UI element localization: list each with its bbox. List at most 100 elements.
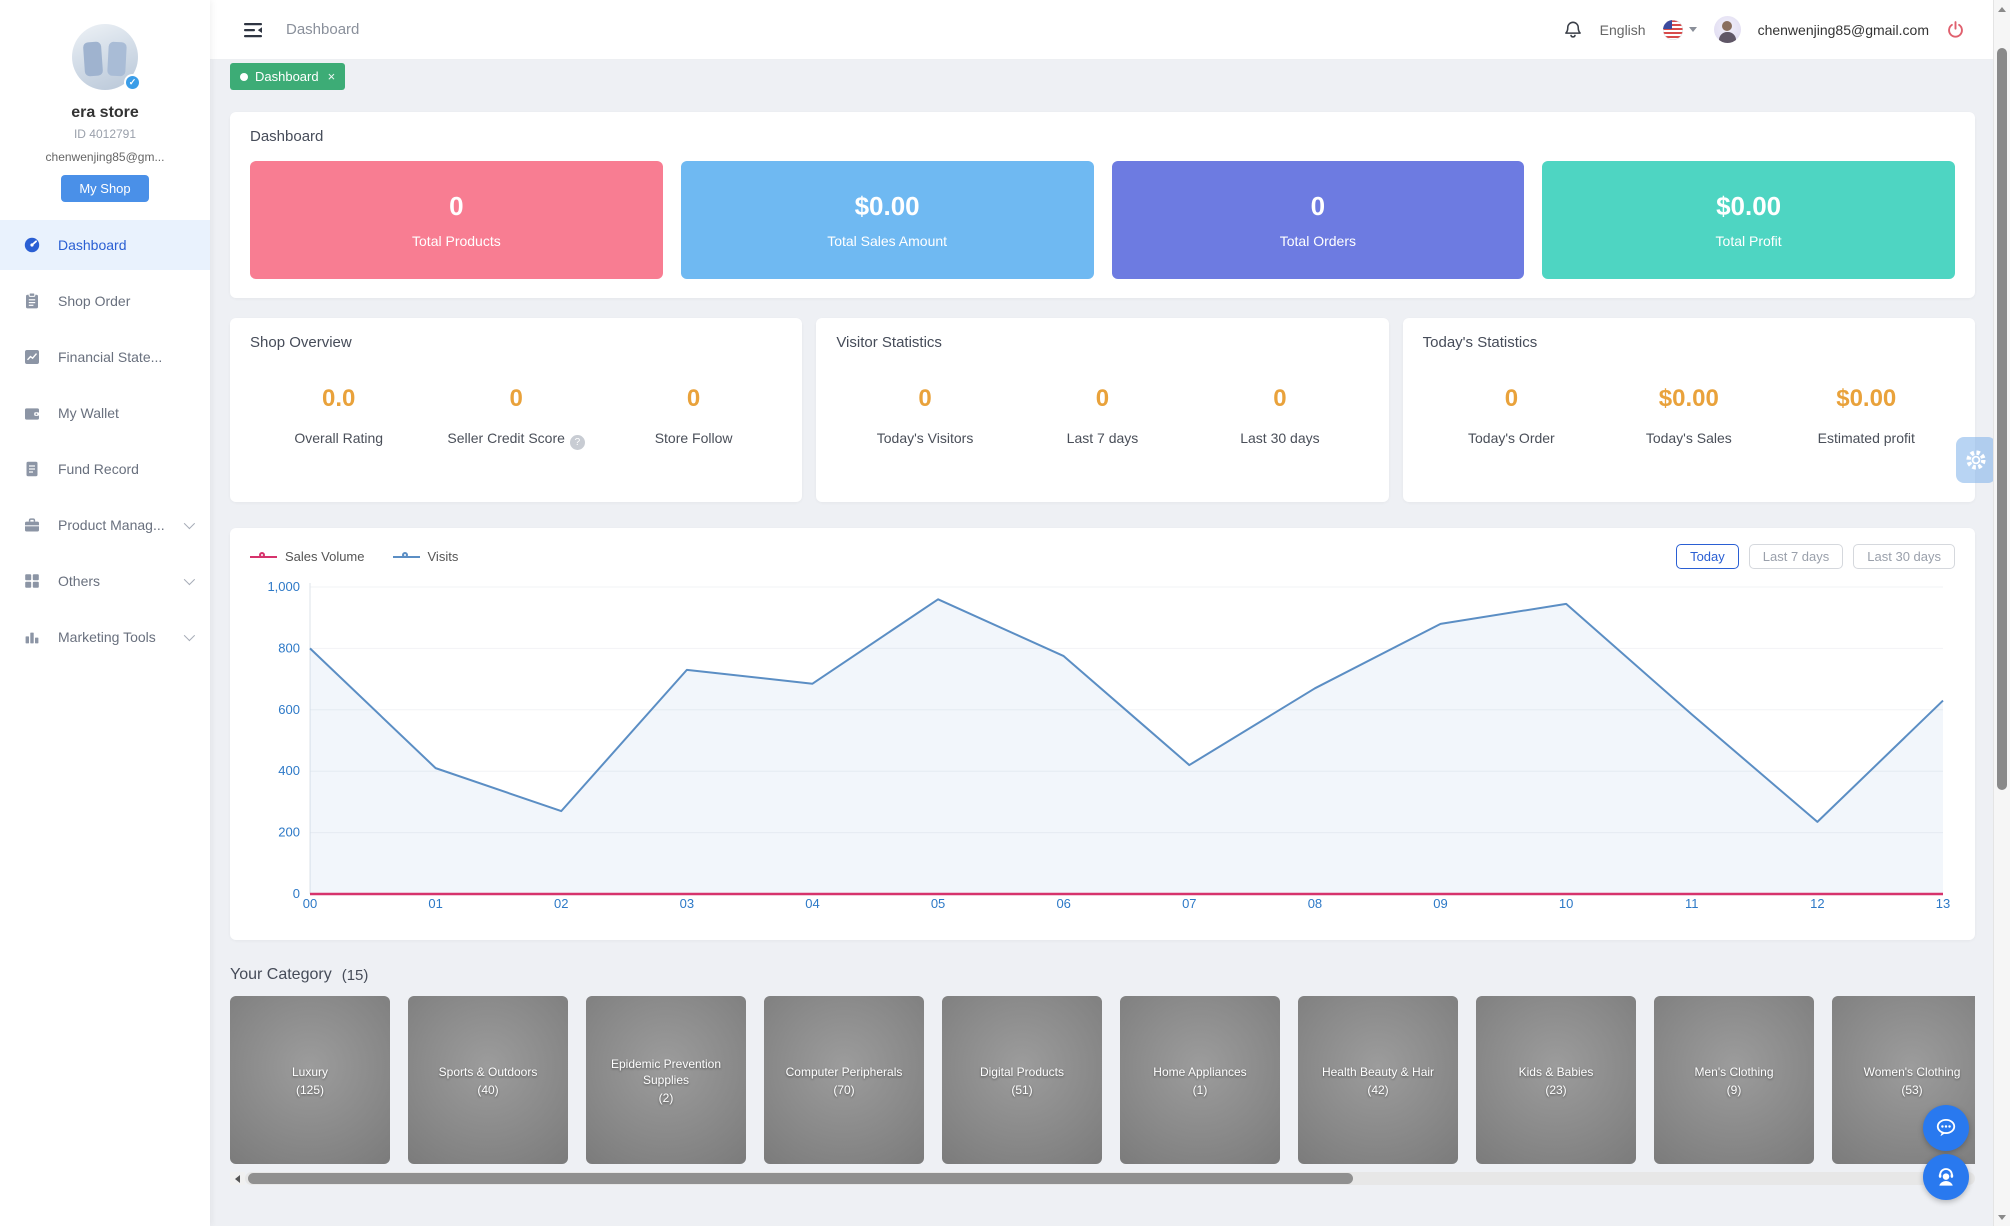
legend-item-sales-volume[interactable]: Sales Volume xyxy=(250,549,365,564)
customer-service-button[interactable] xyxy=(1923,1154,1969,1200)
sales-visits-line-chart: 0 200 400 600 800 1,000 00 01 02 03 04 05 06 07 08 09 10… xyxy=(267,579,1950,909)
language-label[interactable]: English xyxy=(1599,21,1646,38)
bars-icon xyxy=(23,628,41,646)
svg-text:07: 07 xyxy=(1182,896,1196,909)
metric-value: $0.00 xyxy=(1658,385,1719,412)
chevron-down-icon xyxy=(1688,27,1697,32)
category-name: Sports & Outdoors xyxy=(438,1064,538,1079)
metric-label: Today's Sales xyxy=(1600,430,1777,446)
sidebar-item-product-manag[interactable]: Product Manag... xyxy=(0,500,210,550)
sidebar-menu: Dashboard Shop Order Financial State... My … xyxy=(0,220,210,662)
vertical-scrollbar-thumb[interactable] xyxy=(1997,48,2007,790)
notification-bell-icon[interactable] xyxy=(1563,20,1583,40)
category-item-count: (40) xyxy=(477,1082,499,1097)
legend-item-visits[interactable]: Visits xyxy=(392,549,458,564)
verified-badge-icon: ✓ xyxy=(124,74,141,91)
sidebar-item-fund-record[interactable]: Fund Record xyxy=(0,444,210,494)
sidebar-item-dashboard[interactable]: Dashboard xyxy=(0,220,210,270)
category-card-kids-babies[interactable]: Kids & Babies (23) xyxy=(1476,996,1636,1164)
scroll-down-arrow-icon[interactable] xyxy=(1994,1210,2010,1224)
my-shop-button[interactable]: My Shop xyxy=(61,175,149,202)
stat-card-value: $0.00 xyxy=(1716,191,1782,221)
section-today-s-statistics: Today's Statistics 0 Today's Order $0.00 Tod… xyxy=(1402,318,1975,502)
store-email: chenwenjing85@gm... xyxy=(45,150,165,164)
briefcase-icon xyxy=(23,516,41,534)
svg-text:05: 05 xyxy=(931,896,945,909)
horizontal-scrollbar xyxy=(230,1172,1975,1185)
svg-text:11: 11 xyxy=(1685,896,1699,909)
metric-value: 0 xyxy=(1095,385,1110,412)
sidebar-item-marketing-tools[interactable]: Marketing Tools xyxy=(0,612,210,662)
horizontal-scrollbar-track[interactable] xyxy=(245,1172,1975,1185)
category-card-luxury[interactable]: Luxury (125) xyxy=(230,996,390,1164)
category-item-count: (51) xyxy=(1011,1082,1033,1097)
language-selector[interactable] xyxy=(1662,19,1697,40)
svg-text:06: 06 xyxy=(1056,896,1070,909)
category-card-health-beauty-hair[interactable]: Health Beauty & Hair (42) xyxy=(1298,996,1458,1164)
store-name: era store xyxy=(71,104,139,121)
wallet-icon xyxy=(23,404,41,422)
category-card-computer-peripherals[interactable]: Computer Peripherals (70) xyxy=(764,996,924,1164)
chart-area: 0 200 400 600 800 1,000 00 01 02 03 04 05 06 07 08 09 10… xyxy=(250,579,1955,909)
clipboard-icon xyxy=(23,292,41,310)
metric-label-text: Today's Visitors xyxy=(876,430,974,446)
svg-text:12: 12 xyxy=(1810,896,1824,909)
category-card-epidemic-prevention-supplies[interactable]: Epidemic Prevention Supplies (2) xyxy=(586,996,746,1164)
category-name: Men's Clothing xyxy=(1694,1064,1774,1079)
sidebar-item-my-wallet[interactable]: My Wallet xyxy=(0,388,210,438)
stat-card-total-profit: $0.00 Total Profit xyxy=(1542,161,1955,279)
gauge-icon xyxy=(23,236,41,254)
tab-dashboard[interactable]: Dashboard × xyxy=(230,63,346,90)
metric-label-text: Seller Credit Score xyxy=(447,430,565,446)
chart-icon xyxy=(23,348,41,366)
chart-range-buttons: Today Last 7 days Last 30 days xyxy=(1676,544,1955,569)
metric-cards-row: Shop Overview 0.0 Overall Rating 0 Seller Cr… xyxy=(230,318,1975,502)
horizontal-scrollbar-thumb[interactable] xyxy=(248,1173,1353,1184)
sidebar-item-shop-order[interactable]: Shop Order xyxy=(0,276,210,326)
category-card-men-s-clothing[interactable]: Men's Clothing (9) xyxy=(1654,996,1814,1164)
help-icon[interactable]: ? xyxy=(569,435,585,450)
sidebar-item-label: Others xyxy=(58,573,101,589)
tab-strip: Dashboard × xyxy=(210,60,1993,96)
metric-label: Today's Order xyxy=(1423,430,1600,446)
category-name: Luxury xyxy=(291,1064,329,1079)
category-name: Computer Peripherals xyxy=(785,1064,903,1079)
stat-card-value: $0.00 xyxy=(854,191,920,221)
range-button-last-30-days[interactable]: Last 30 days xyxy=(1853,544,1955,569)
sidebar-item-financial-state[interactable]: Financial State... xyxy=(0,332,210,382)
tab-close-icon[interactable]: × xyxy=(327,69,336,84)
topbar: Dashboard English chenwenjing85@gmail.co… xyxy=(210,0,1993,60)
metric-label-text: Store Follow xyxy=(654,430,733,446)
stat-card-value: 0 xyxy=(449,191,464,221)
category-card-women-s-clothing[interactable]: Women's Clothing (53) xyxy=(1832,996,1975,1164)
category-name: Home Appliances xyxy=(1153,1064,1247,1079)
sidebar-item-label: Shop Order xyxy=(58,293,131,309)
metric-today-s-order: 0 Today's Order xyxy=(1423,385,1600,446)
sidebar-item-others[interactable]: Others xyxy=(0,556,210,606)
range-button-today[interactable]: Today xyxy=(1676,544,1739,569)
logout-power-icon[interactable] xyxy=(1946,20,1965,39)
chat-button[interactable] xyxy=(1923,1105,1969,1151)
sidebar-toggle-icon[interactable] xyxy=(244,21,264,39)
main-content: Dashboard 0 Total Products $0.00 Total Sale… xyxy=(210,96,1993,1226)
sidebar-item-label: Fund Record xyxy=(58,461,139,477)
svg-text:0: 0 xyxy=(293,886,300,901)
scroll-left-arrow-icon[interactable] xyxy=(230,1172,245,1185)
range-button-last-7-days[interactable]: Last 7 days xyxy=(1748,544,1844,569)
category-card-sports-outdoors[interactable]: Sports & Outdoors (40) xyxy=(408,996,568,1164)
category-name: Women's Clothing xyxy=(1863,1064,1961,1079)
category-title: Your Category xyxy=(230,966,332,983)
svg-text:10: 10 xyxy=(1559,896,1573,909)
headset-support-icon xyxy=(1938,1168,1954,1186)
settings-gear-button[interactable] xyxy=(1956,437,1996,483)
metric-value: 0.0 xyxy=(322,385,356,412)
sidebar-item-label: Product Manag... xyxy=(58,517,165,533)
svg-text:200: 200 xyxy=(278,825,300,840)
vertical-scrollbar xyxy=(1993,0,2010,1226)
sidebar-item-label: Dashboard xyxy=(58,237,127,253)
user-email[interactable]: chenwenjing85@gmail.com xyxy=(1757,21,1929,38)
scroll-up-arrow-icon[interactable] xyxy=(1994,2,2010,16)
category-card-home-appliances[interactable]: Home Appliances (1) xyxy=(1120,996,1280,1164)
category-card-digital-products[interactable]: Digital Products (51) xyxy=(942,996,1102,1164)
tab-label: Dashboard xyxy=(255,69,319,84)
